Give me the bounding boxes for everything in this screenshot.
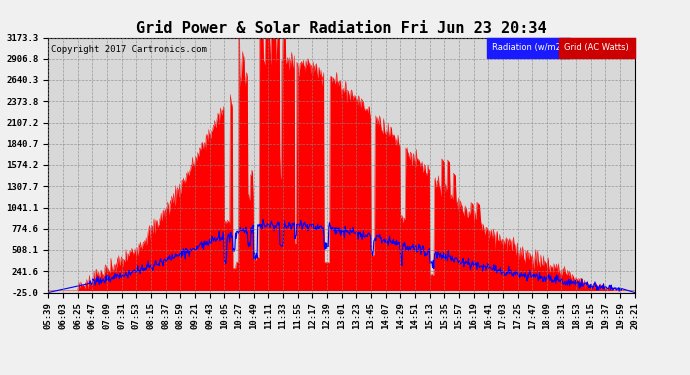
Legend: Radiation (w/m2), Grid (AC Watts): Radiation (w/m2), Grid (AC Watts) [491, 42, 631, 54]
Text: Copyright 2017 Cartronics.com: Copyright 2017 Cartronics.com [51, 45, 207, 54]
Title: Grid Power & Solar Radiation Fri Jun 23 20:34: Grid Power & Solar Radiation Fri Jun 23 … [136, 21, 547, 36]
